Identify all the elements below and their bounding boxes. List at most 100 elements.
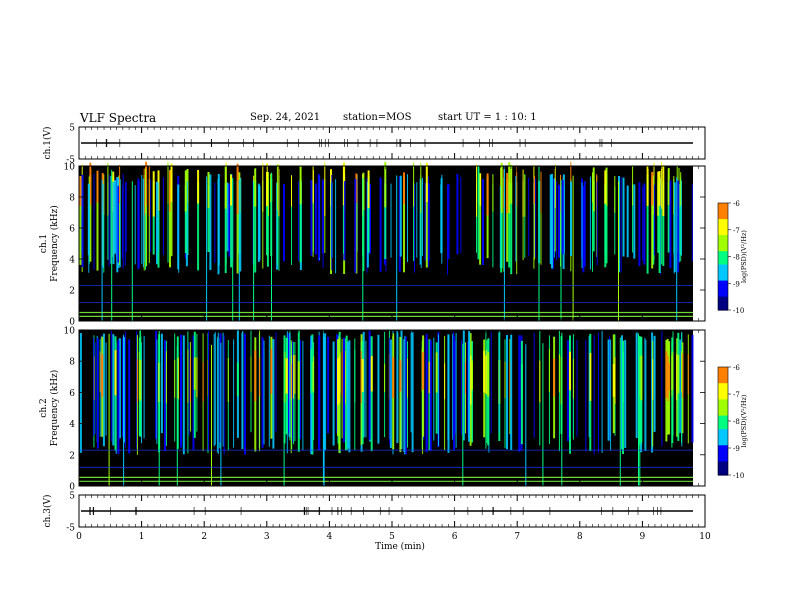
spectral-peak <box>534 176 535 204</box>
spectral-streak <box>652 177 655 265</box>
spectral-peak <box>403 172 405 205</box>
colorbar-tick-label: -6 <box>733 200 740 208</box>
colorbar-segment <box>718 396 728 400</box>
spectral-streak <box>662 181 665 266</box>
spectral-peak <box>227 357 229 403</box>
colorbar-segment <box>718 404 728 409</box>
spectral-streak <box>310 180 313 256</box>
spectral-streak <box>122 174 124 269</box>
spectral-streak <box>244 333 246 455</box>
spectral-streak <box>460 339 462 435</box>
spectral-streak <box>177 184 180 270</box>
spectral-peak <box>266 163 268 207</box>
spectral-peak <box>539 360 541 403</box>
spectral-streak <box>635 332 638 439</box>
spectral-streak <box>632 184 634 253</box>
colorbar-segment <box>718 434 728 438</box>
spectral-peak <box>338 356 341 404</box>
spectral-peak <box>361 359 364 392</box>
colorbar-segment <box>718 283 728 287</box>
spectral-streak <box>222 332 224 447</box>
spectral-streak <box>185 181 188 267</box>
spectral-peak <box>662 165 665 217</box>
colorbar-tick-label: -9 <box>733 280 740 288</box>
colorbar-segment <box>718 407 728 411</box>
spectral-streak <box>149 179 151 253</box>
spectral-streak <box>148 179 150 264</box>
spectral-streak <box>283 183 285 262</box>
spectral-peak <box>428 361 431 394</box>
colorbar-segment <box>718 293 728 298</box>
spectral-streak <box>197 182 200 271</box>
spectral-streak <box>345 335 348 451</box>
spectral-peak <box>548 348 550 393</box>
spectral-streak <box>128 339 131 454</box>
spectral-streak <box>312 179 314 257</box>
spectral-peak <box>652 359 654 400</box>
spectral-peak <box>285 358 288 394</box>
spectral-streak <box>116 177 119 273</box>
spectral-peak <box>99 351 101 393</box>
spectral-peak <box>370 356 373 392</box>
spectral-streak <box>433 337 435 441</box>
spectral-streak <box>79 333 82 453</box>
spectral-streak <box>598 331 599 453</box>
spectral-streak <box>292 341 294 443</box>
spectral-peak <box>259 357 261 397</box>
station-label: station=MOS <box>343 112 412 123</box>
spectral-streak <box>318 335 321 451</box>
spectral-peak <box>250 356 252 392</box>
spectral-streak <box>298 181 300 261</box>
spectral-streak <box>425 183 428 268</box>
spectral-peak <box>207 172 210 208</box>
spectral-streak <box>105 342 107 436</box>
spectral-peak <box>506 173 509 214</box>
spectral-streak <box>399 175 402 257</box>
spectral-streak <box>624 340 627 448</box>
spectral-streak <box>263 340 265 445</box>
x-tick-label: 10 <box>699 532 711 542</box>
spectral-streak <box>680 176 682 262</box>
spectral-streak <box>455 333 457 448</box>
spectral-peak <box>668 363 671 391</box>
spectral-streak <box>276 185 278 265</box>
spectral-streak <box>335 179 337 274</box>
spectral-streak <box>119 179 121 268</box>
spectral-streak <box>691 335 694 443</box>
spectral-streak <box>314 183 317 255</box>
spectral-streak <box>324 333 327 451</box>
spectral-streak <box>607 339 610 441</box>
spectral-streak <box>208 331 209 450</box>
spectral-peak <box>310 348 313 394</box>
colorbar-tick-label: -8 <box>733 418 740 426</box>
spectral-streak <box>410 330 412 433</box>
spectral-peak <box>384 363 386 393</box>
y-axis-label: Frequency (kHz) <box>49 370 60 447</box>
spectral-peak <box>278 163 280 217</box>
spectral-streak <box>102 333 105 447</box>
spectral-peak <box>592 167 595 212</box>
spectral-streak <box>643 183 646 265</box>
spectral-streak <box>614 186 616 255</box>
colorbar-segment <box>718 402 728 406</box>
spectral-streak <box>552 178 554 270</box>
spectral-peak <box>152 171 155 217</box>
spectral-peak <box>632 165 634 206</box>
spectral-streak <box>184 185 187 253</box>
x-tick-label: 0 <box>76 532 82 542</box>
spectral-streak <box>272 339 275 449</box>
spectral-streak <box>254 180 257 273</box>
spectral-streak <box>268 335 270 447</box>
spectral-streak <box>355 185 358 274</box>
spectral-streak <box>209 174 212 270</box>
spectral-streak <box>518 335 521 452</box>
colorbar-tick-label: -10 <box>733 307 744 315</box>
spectral-streak <box>569 335 571 454</box>
spectral-streak <box>553 178 555 258</box>
spectral-streak <box>506 179 509 262</box>
spectral-streak <box>368 330 371 440</box>
spectral-streak <box>508 182 511 268</box>
colorbar-segment <box>718 227 728 231</box>
spectral-streak <box>471 341 473 443</box>
spectral-peak <box>661 162 663 209</box>
